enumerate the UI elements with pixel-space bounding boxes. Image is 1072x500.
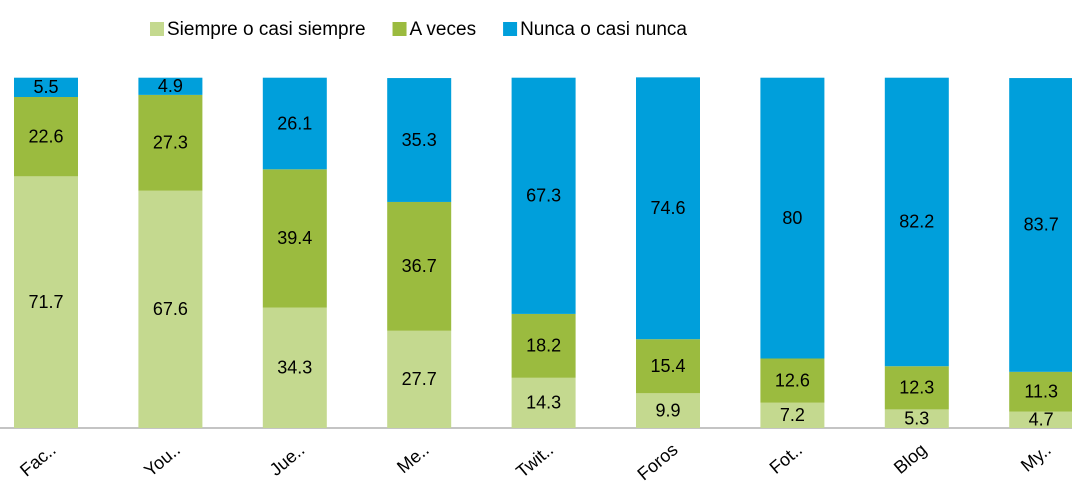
bar-segment bbox=[760, 77, 825, 359]
data-label: 39.4 bbox=[277, 228, 312, 248]
bar-segment bbox=[262, 77, 327, 170]
data-label: 67.6 bbox=[153, 299, 188, 319]
data-label: 14.3 bbox=[526, 393, 561, 413]
data-label: 71.7 bbox=[28, 292, 63, 312]
data-label: 80 bbox=[782, 208, 802, 228]
legend-swatch bbox=[503, 22, 518, 36]
legend-label: A veces bbox=[410, 19, 477, 40]
bar-segment bbox=[511, 77, 576, 314]
bar-segment bbox=[387, 330, 452, 428]
bar-segment bbox=[138, 190, 203, 428]
x-tick-label: Jue.. bbox=[266, 439, 309, 479]
bar-segment bbox=[14, 77, 78, 98]
legend-label: Siempre o casi siempre bbox=[167, 19, 366, 40]
data-label: 83.7 bbox=[1024, 215, 1059, 235]
data-label: 5.3 bbox=[904, 408, 929, 428]
bar-segment bbox=[262, 307, 327, 428]
data-label: 22.6 bbox=[28, 126, 63, 146]
data-label: 26.1 bbox=[277, 113, 312, 133]
data-label: 15.4 bbox=[650, 356, 685, 376]
data-label: 12.6 bbox=[775, 370, 810, 390]
bar-segment bbox=[14, 176, 78, 428]
data-label: 35.3 bbox=[402, 130, 437, 150]
data-label: 5.5 bbox=[33, 77, 58, 97]
x-tick-label: You.. bbox=[140, 439, 184, 480]
bar-segment bbox=[138, 77, 203, 95]
data-label: 9.9 bbox=[655, 400, 680, 420]
data-label: 27.7 bbox=[402, 369, 437, 389]
bar-segment bbox=[884, 409, 949, 428]
data-label: 36.7 bbox=[402, 256, 437, 276]
bar-segment bbox=[636, 77, 700, 340]
data-label: 7.2 bbox=[780, 405, 805, 425]
data-label: 4.7 bbox=[1029, 410, 1054, 430]
data-label: 74.6 bbox=[650, 198, 685, 218]
data-label: 82.2 bbox=[899, 212, 934, 232]
x-tick-label: Twit.. bbox=[512, 439, 557, 481]
bar-segment bbox=[636, 339, 700, 394]
bar-segment bbox=[138, 94, 203, 191]
x-tick-label: Foros bbox=[634, 439, 682, 484]
data-label: 18.2 bbox=[526, 336, 561, 356]
x-tick-label: My.. bbox=[1017, 439, 1055, 475]
legend-swatch bbox=[392, 22, 407, 36]
legend-label: Nunca o casi nunca bbox=[520, 19, 687, 40]
bar-segment bbox=[636, 393, 700, 428]
bar-segment bbox=[387, 201, 452, 331]
data-label: 11.3 bbox=[1024, 381, 1058, 401]
bar-segment bbox=[511, 377, 576, 428]
x-tick-label: Fac.. bbox=[16, 439, 60, 480]
bar-segment bbox=[760, 402, 825, 428]
x-tick-label: Blog bbox=[890, 439, 930, 477]
legend-swatch bbox=[150, 22, 164, 36]
bar-segment bbox=[14, 97, 78, 177]
x-tick-label: Me.. bbox=[393, 439, 433, 477]
bar-segment bbox=[262, 169, 327, 308]
bar-segment bbox=[387, 78, 452, 202]
bar-segment bbox=[884, 77, 949, 367]
bar-segment bbox=[511, 313, 576, 378]
data-label: 34.3 bbox=[277, 358, 312, 378]
bar-segment bbox=[760, 358, 825, 403]
bar-segment bbox=[1009, 411, 1072, 428]
data-label: 4.9 bbox=[158, 76, 183, 96]
bar-segment bbox=[1009, 371, 1072, 412]
bar-segment bbox=[1009, 78, 1072, 372]
bar-segment bbox=[884, 366, 949, 410]
data-label: 12.3 bbox=[899, 378, 934, 398]
data-label: 67.3 bbox=[526, 186, 561, 206]
data-label: 27.3 bbox=[153, 133, 188, 153]
x-tick-label: Fot.. bbox=[766, 439, 806, 477]
